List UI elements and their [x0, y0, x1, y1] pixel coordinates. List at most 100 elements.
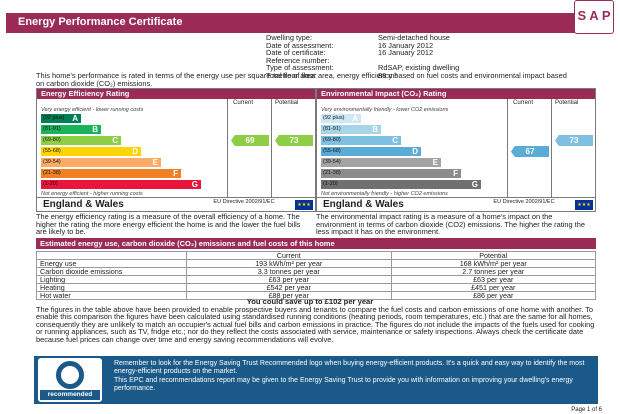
band-letter: A [72, 114, 78, 123]
info-label: Type of assessment: [266, 63, 334, 73]
band-code: (39-54) [323, 159, 341, 165]
divider [551, 99, 552, 197]
cell-label: Carbon dioxide emissions [36, 267, 187, 276]
dwelling-info: Dwelling type: Semi-detached house Date of… [266, 34, 566, 80]
band-code: (81-91) [43, 126, 61, 132]
rating-title: Energy Efficiency Rating [37, 89, 315, 99]
est-recommended-label: recommended [40, 390, 100, 400]
potential-column-label: Potential [555, 100, 579, 106]
estimated-table: Current Potential Energy use 193 kWh/m² p… [36, 251, 596, 300]
page-number: Page 1 of 6 [571, 407, 602, 413]
band-code: (21-38) [43, 170, 61, 176]
band-code: (69-80) [43, 137, 61, 143]
eu-flag-icon: ★★★ [575, 200, 593, 210]
rating-title: Environmental Impact (CO₂) Rating [317, 89, 595, 99]
current-column-label: Current [513, 100, 534, 106]
band-e: (39-54) E [321, 158, 441, 167]
band-f: (21-38) F [41, 169, 181, 178]
band-e: (39-54) E [41, 158, 161, 167]
info-value: Semi-detached house [378, 33, 450, 42]
info-row: Total floor area: 88 m² [266, 72, 566, 80]
band-letter: E [152, 158, 158, 167]
band-letter: D [412, 147, 418, 156]
est-recommended-logo: recommended [38, 358, 102, 402]
header-bar: Energy Performance Certificate [6, 13, 610, 33]
band-g: (1-20) G [321, 180, 481, 189]
bottom-hint: Not energy efficient - higher running co… [41, 191, 143, 197]
cell-label: Hot water [36, 291, 187, 300]
band-d: (55-68) D [321, 147, 421, 156]
band-letter: G [471, 180, 478, 189]
info-value: 16 January 2012 [378, 48, 434, 58]
eu-flag-icon: ★★★ [295, 200, 313, 210]
est-line-1: Remember to look for the Energy Saving T… [114, 360, 585, 375]
band-letter: A [352, 114, 358, 123]
est-ring-icon [56, 361, 84, 389]
band-letter: B [92, 125, 98, 134]
band-code: (92 plus) [323, 115, 345, 121]
band-code: (1-20) [323, 181, 338, 187]
info-label: Dwelling type: [266, 33, 313, 42]
band-letter: C [392, 136, 398, 145]
region-label: England & Wales [323, 199, 404, 210]
band-letter: C [112, 136, 118, 145]
band-code: (81-91) [323, 126, 341, 132]
band-letter: B [372, 125, 378, 134]
environment-description: The environmental impact rating is a mea… [316, 212, 585, 237]
environmental-impact-rating: Environmental Impact (CO₂) Rating Current… [316, 88, 596, 212]
band-letter: F [173, 169, 178, 178]
band-d: (55-68) D [41, 147, 141, 156]
band-code: (55-68) [323, 148, 341, 154]
info-row: Date of certificate: 16 January 2012 [266, 49, 566, 57]
divider [271, 99, 272, 197]
info-label: Reference number: [266, 55, 330, 65]
intro-text: This home's performance is rated in term… [36, 71, 567, 88]
savings-text: You could save up to £102 per year [246, 297, 374, 306]
band-code: (21-38) [323, 170, 341, 176]
band-code: (92 plus) [43, 115, 65, 121]
band-code: (55-68) [43, 148, 61, 154]
top-hint: Very energy efficient - lower running co… [41, 107, 144, 113]
band-a: (92 plus) A [41, 114, 81, 123]
info-label: Total floor area: [266, 70, 317, 80]
rating-footer: England & Wales EU Directive 2002/91/EC ★★… [317, 197, 595, 211]
band-f: (21-38) F [321, 169, 461, 178]
top-hint: Very environmentally friendly - lower CO… [321, 107, 449, 113]
band-letter: E [432, 158, 438, 167]
info-row: Type of assessment: RdSAP, existing dwell… [266, 64, 566, 72]
potential-rating-arrow: 73 [275, 135, 313, 146]
info-value: 16 January 2012 [378, 40, 434, 50]
info-label: Date of assessment: [266, 40, 334, 50]
divider [227, 99, 228, 197]
band-b: (81-91) B [321, 125, 381, 134]
band-letter: D [132, 147, 138, 156]
sap-logo: S A P [574, 0, 614, 34]
rating-footer: England & Wales EU Directive 2002/91/EC ★★… [37, 197, 315, 211]
band-c: (69-80) C [41, 136, 121, 145]
band-code: (69-80) [323, 137, 341, 143]
band-letter: G [191, 180, 198, 189]
cell-potential: £86 per year [390, 291, 596, 300]
energy-saving-trust-block: recommended Remember to look for the Ene… [34, 356, 598, 404]
est-text: Remember to look for the Energy Saving T… [114, 360, 589, 392]
table-row: Hot water £88 per year £86 per year [36, 291, 596, 300]
explanation-paragraph: The figures in the table above have been… [36, 305, 595, 344]
efficiency-description: The energy efficiency rating is a measur… [36, 212, 301, 237]
page-title: Energy Performance Certificate [18, 16, 183, 28]
potential-rating-arrow: 73 [555, 135, 593, 146]
band-code: (39-54) [43, 159, 61, 165]
info-row: Reference number: [266, 57, 566, 65]
divider [507, 99, 508, 197]
table-row: Carbon dioxide emissions 3.3 tonnes per y… [36, 267, 596, 276]
band-letter: F [453, 169, 458, 178]
band-code: (1-20) [43, 181, 58, 187]
current-column-label: Current [233, 100, 254, 106]
current-rating-arrow: 67 [511, 146, 549, 157]
current-rating-arrow: 69 [231, 135, 269, 146]
bottom-hint: Not environmentally friendly - higher CO… [321, 191, 448, 197]
energy-efficiency-rating: Energy Efficiency Rating Current Potential… [36, 88, 316, 212]
region-label: England & Wales [43, 199, 124, 210]
eu-directive: EU Directive 2002/91/EC [493, 199, 555, 205]
band-c: (69-80) C [321, 136, 401, 145]
estimated-section-title: Estimated energy use, carbon dioxide (CO… [36, 238, 596, 249]
